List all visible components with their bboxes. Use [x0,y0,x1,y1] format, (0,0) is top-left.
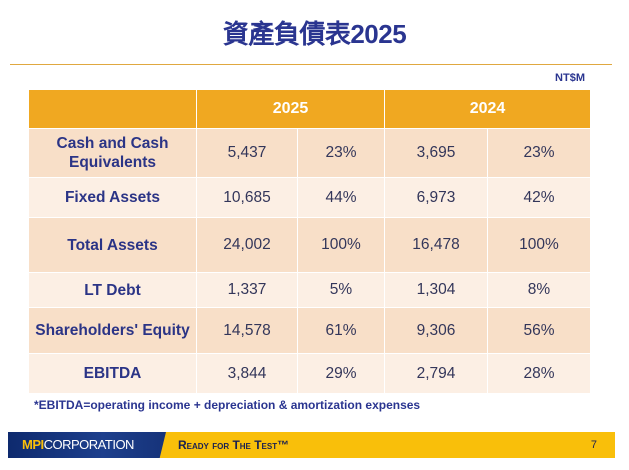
page-title: 資產負債表2025 [222,19,407,49]
percent-2025: 44% [297,177,385,218]
unit-label: NT$M [555,72,585,84]
row-label: Shareholders' Equity [28,307,197,354]
header-blank [28,89,197,129]
page-number: 7 [590,439,597,451]
row-label: LT Debt [28,272,197,308]
table-header-row: 2025 2024 [28,89,591,129]
mpi-logo: MPICORPORATION [8,432,166,458]
value-2024: 16,478 [384,217,488,273]
value-2025: 10,685 [196,177,298,218]
value-2024: 3,695 [384,128,488,178]
value-2025: 3,844 [196,353,298,394]
percent-2025: 23% [297,128,385,178]
percent-2024: 8% [487,272,591,308]
percent-2024: 23% [487,128,591,178]
value-2024: 9,306 [384,307,488,354]
value-2025: 14,578 [196,307,298,354]
tagline: Ready for The Test™ [178,438,290,452]
value-2024: 6,973 [384,177,488,218]
balance-sheet-table: 2025 2024 Cash and Cash Equivalents 5,437… [28,89,591,394]
table-row: Shareholders' Equity 14,578 61% 9,306 56% [28,307,591,354]
row-label: Cash and Cash Equivalents [28,128,197,178]
percent-2025: 100% [297,217,385,273]
percent-2024: 42% [487,177,591,218]
percent-2024: 100% [487,217,591,273]
footnote: *EBITDA=operating income + depreciation … [34,398,421,412]
title-divider [10,64,612,65]
percent-2024: 56% [487,307,591,354]
value-2025: 5,437 [196,128,298,178]
value-2025: 1,337 [196,272,298,308]
table-row: Cash and Cash Equivalents 5,437 23% 3,695 23… [28,128,591,178]
table-row: EBITDA 3,844 29% 2,794 28% [28,353,591,394]
row-label: EBITDA [28,353,197,394]
table-row: LT Debt 1,337 5% 1,304 8% [28,272,591,308]
logo-mpi: MPI [22,437,44,452]
percent-2024: 28% [487,353,591,394]
row-label: Fixed Assets [28,177,197,218]
table-row: Fixed Assets 10,685 44% 6,973 42% [28,177,591,218]
row-label: Total Assets [28,217,197,273]
value-2025: 24,002 [196,217,298,273]
value-2024: 2,794 [384,353,488,394]
header-2025: 2025 [196,89,385,129]
table-row: Total Assets 24,002 100% 16,478 100% [28,217,591,273]
percent-2025: 5% [297,272,385,308]
percent-2025: 29% [297,353,385,394]
value-2024: 1,304 [384,272,488,308]
percent-2025: 61% [297,307,385,354]
logo-corporation: CORPORATION [43,437,135,452]
header-2024: 2024 [384,89,591,129]
footer-bar: MPICORPORATION Ready for The Test™ 7 [8,432,615,458]
